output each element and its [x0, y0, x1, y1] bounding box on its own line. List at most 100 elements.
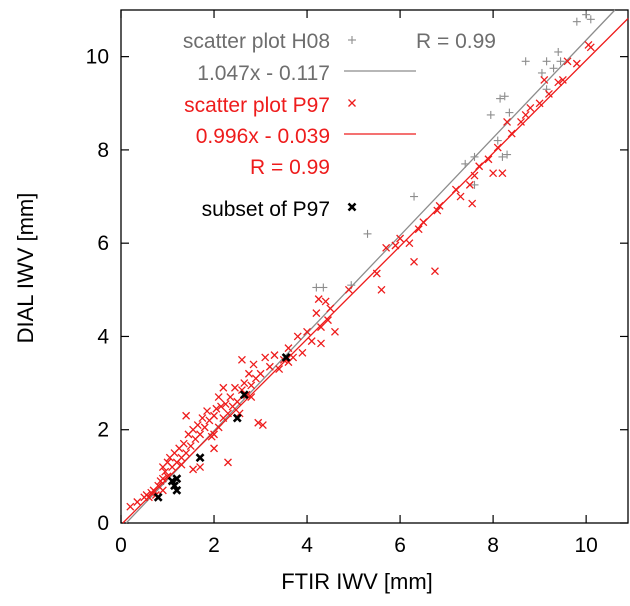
- point-p97: [245, 370, 252, 377]
- point-p97: [490, 170, 497, 177]
- x-tick-label: 10: [574, 534, 597, 557]
- point-p97: [285, 345, 292, 352]
- point-p97: [471, 172, 478, 179]
- point-p97: [318, 340, 325, 347]
- x-tick-label: 8: [487, 534, 499, 557]
- point-h08: [573, 18, 581, 26]
- data-points: [127, 11, 595, 511]
- point-p97: [294, 333, 301, 340]
- point-p97: [545, 90, 552, 97]
- point-p97: [587, 44, 594, 51]
- legend-label-subset: subset of P97: [202, 198, 330, 221]
- point-p97: [197, 431, 204, 438]
- point-h08: [364, 230, 372, 238]
- point-p97: [134, 499, 141, 506]
- point-p97: [457, 193, 464, 200]
- point-h08: [505, 109, 513, 117]
- point-p97: [469, 200, 476, 207]
- point-p97: [504, 118, 511, 125]
- point-p97: [392, 242, 399, 249]
- point-p97: [536, 100, 543, 107]
- point-p97: [378, 286, 385, 293]
- y-tick-label: 2: [97, 419, 109, 442]
- point-p97: [190, 466, 197, 473]
- legend-label-fit-h08: 1.047x - 0.117: [197, 62, 330, 85]
- point-p97: [238, 356, 245, 363]
- point-p97: [308, 338, 315, 345]
- fit-lines: [123, 10, 628, 523]
- point-p97: [304, 328, 311, 335]
- point-p97: [508, 130, 515, 137]
- point-p97: [215, 394, 222, 401]
- point-h08: [554, 48, 562, 56]
- point-p97: [180, 440, 187, 447]
- point-p97: [257, 370, 264, 377]
- point-p97: [227, 394, 234, 401]
- legend-marker-h08: [348, 36, 356, 44]
- point-subset-p97: [197, 454, 204, 461]
- point-p97: [187, 443, 194, 450]
- point-subset-p97: [155, 494, 162, 501]
- point-p97: [452, 186, 459, 193]
- point-p97: [431, 268, 438, 275]
- point-p97: [331, 328, 338, 335]
- point-p97: [266, 363, 273, 370]
- point-p97: [220, 384, 227, 391]
- x-tick-label: 2: [208, 534, 220, 557]
- point-p97: [199, 415, 206, 422]
- point-h08: [582, 11, 590, 19]
- point-p97: [250, 361, 257, 368]
- point-p97: [522, 111, 529, 118]
- plot-border: [121, 10, 628, 523]
- x-tick-label: 6: [394, 534, 406, 557]
- point-p97: [183, 450, 190, 457]
- point-p97: [518, 118, 525, 125]
- point-h08: [312, 283, 320, 291]
- plot-frame: [121, 10, 628, 523]
- point-p97: [262, 354, 269, 361]
- point-p97: [211, 412, 218, 419]
- point-p97: [485, 156, 492, 163]
- point-h08: [471, 181, 479, 189]
- point-p97: [527, 104, 534, 111]
- point-p97: [573, 60, 580, 67]
- point-p97: [315, 296, 322, 303]
- y-tick-label: 4: [97, 325, 109, 348]
- point-h08: [543, 57, 551, 65]
- point-p97: [327, 305, 334, 312]
- point-h08: [410, 193, 418, 201]
- point-p97: [313, 310, 320, 317]
- point-p97: [345, 286, 352, 293]
- point-p97: [211, 445, 218, 452]
- point-h08: [319, 283, 327, 291]
- point-p97: [476, 163, 483, 170]
- point-p97: [499, 170, 506, 177]
- point-p97: [373, 270, 380, 277]
- x-tick-label: 4: [301, 534, 313, 557]
- y-tick-label: 8: [97, 139, 109, 162]
- point-p97: [322, 298, 329, 305]
- point-p97: [411, 258, 418, 265]
- point-p97: [224, 459, 231, 466]
- point-h08: [461, 160, 469, 168]
- point-p97: [159, 487, 166, 494]
- point-h08: [494, 137, 502, 145]
- point-p97: [248, 382, 255, 389]
- legend-label-fit-p97: 0.996x - 0.039: [196, 125, 330, 148]
- point-p97: [201, 424, 208, 431]
- legend: scatter plot H08 R = 0.99 1.047x - 0.117…: [183, 30, 496, 221]
- legend-label-p97: scatter plot P97: [184, 94, 330, 117]
- point-h08: [487, 111, 495, 119]
- point-p97: [299, 349, 306, 356]
- y-tick-label: 6: [97, 232, 109, 255]
- legend-marker-subset: [349, 204, 356, 211]
- point-p97: [241, 380, 248, 387]
- point-p97: [231, 384, 238, 391]
- point-h08: [522, 57, 530, 65]
- point-p97: [215, 424, 222, 431]
- point-h08: [538, 69, 546, 77]
- y-tick-label: 10: [86, 46, 109, 69]
- r-annotation-p97: R = 0.99: [250, 156, 330, 179]
- x-tick-label: 0: [115, 534, 127, 557]
